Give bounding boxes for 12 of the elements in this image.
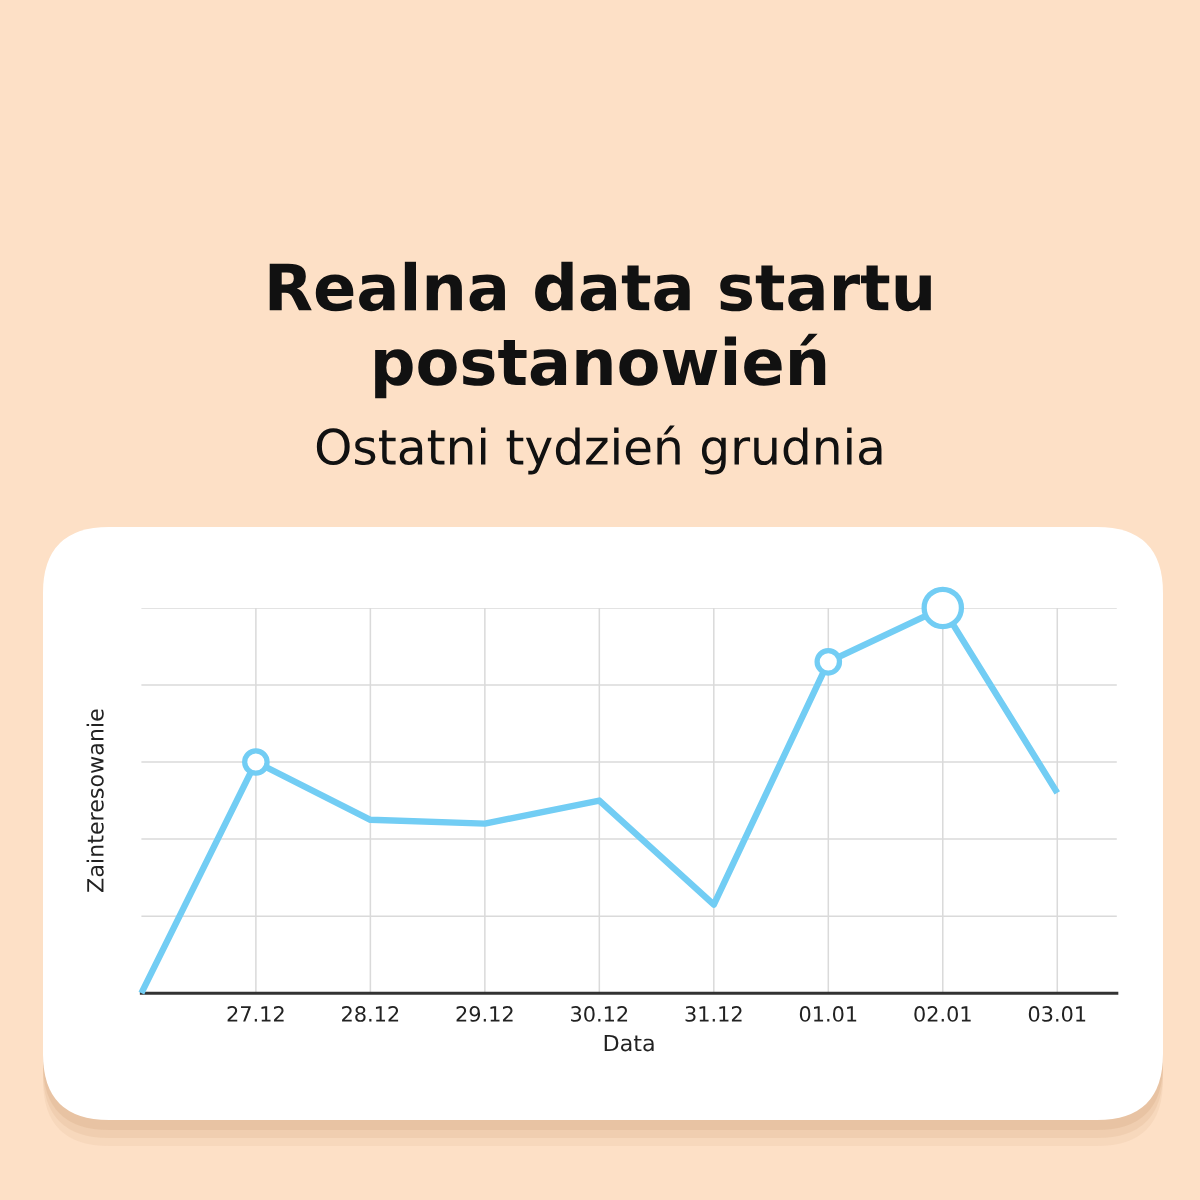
x-tick-label: 29.12: [456, 1006, 513, 1022]
x-tick-label: 02.01: [914, 1006, 971, 1022]
x-axis-title: Data: [604, 1034, 654, 1052]
x-tick-label: 01.01: [799, 1006, 857, 1022]
x-tick-label: 27.12: [227, 1006, 284, 1022]
x-tick-label: 31.12: [685, 1006, 742, 1022]
chart-title: Realna data startu postanowień: [269, 261, 931, 399]
x-tick-label: 30.12: [571, 1006, 628, 1022]
chart-subtitle: Ostatni tydzień grudnia: [316, 425, 882, 475]
x-tick-label: 03.01: [1028, 1006, 1086, 1022]
x-tick-label: 28.12: [342, 1006, 399, 1022]
y-axis-title: Zainteresowanie: [86, 709, 104, 892]
